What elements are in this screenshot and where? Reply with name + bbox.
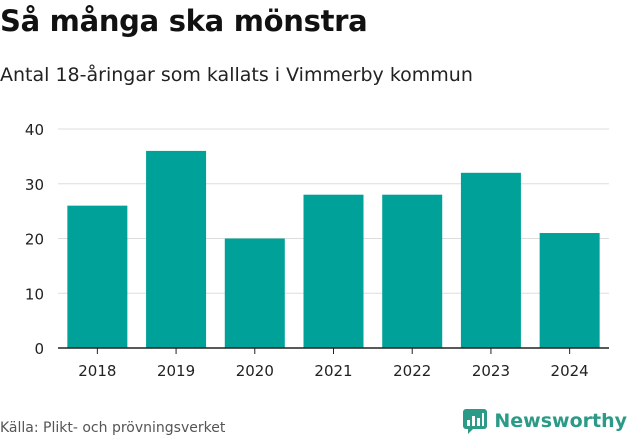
x-tick-label: 2024: [551, 362, 589, 380]
brand-name: Newsworthy: [494, 410, 627, 432]
bar: [460, 172, 521, 348]
bar-chart: 0 10 20 30 40 2018 2019 2020 2021 2022 2023 2024: [25, 121, 609, 380]
y-tick-label: 20: [25, 231, 44, 249]
x-tick-label: 2022: [393, 362, 431, 380]
chart-subtitle: Antal 18-åringar som kallats i Vimmerby …: [0, 64, 473, 86]
bar: [303, 194, 364, 348]
source-note: Källa: Plikt- och prövningsverket: [0, 420, 226, 436]
bar: [224, 238, 285, 348]
y-tick-label: 40: [25, 121, 44, 139]
x-tick-label: 2020: [236, 362, 274, 380]
x-tick-label: 2018: [78, 362, 116, 380]
x-tick-label: 2021: [314, 362, 352, 380]
bar: [146, 150, 207, 348]
y-tick-label: 10: [25, 285, 44, 303]
newsworthy-logo-icon: [463, 409, 488, 434]
y-tick-label: 30: [25, 176, 44, 194]
y-tick-label: 0: [34, 340, 44, 358]
brand-logo: Newsworthy: [462, 408, 627, 434]
chart-title: Så många ska mönstra: [0, 4, 368, 38]
bar: [539, 233, 600, 348]
x-tick-label: 2019: [157, 362, 195, 380]
bar: [67, 205, 128, 348]
x-tick-label: 2023: [472, 362, 510, 380]
bar: [382, 194, 443, 348]
